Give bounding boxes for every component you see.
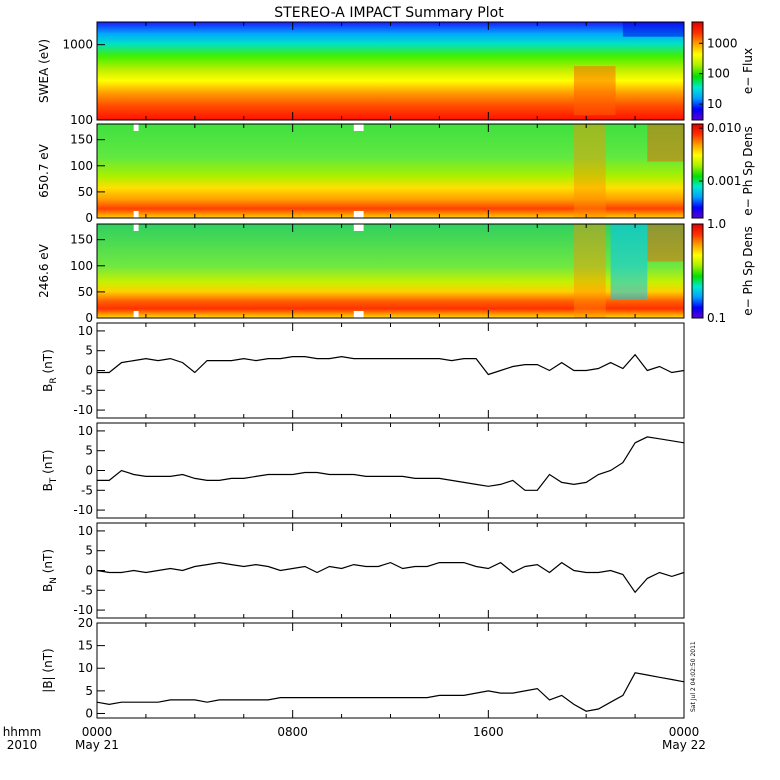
y-tick-label: 0 [85,706,93,720]
plot-area [97,423,684,518]
panel-2: 150 100 50 0 0.010 0.001 e− Ph Sp Dens 650.7 eV [37,121,755,225]
colorbar-label: e− Flux [741,48,755,94]
data-gap [133,124,139,131]
spectrogram-feature [647,224,684,262]
series-line [96,561,685,594]
plot-area [97,523,684,618]
x-tick-label: 1600 [473,725,504,739]
colorbar-tick-label: 0.010 [707,121,741,135]
plot-area [97,323,684,418]
y-tick-label: 10 [78,324,93,338]
y-tick-label: 5 [85,684,93,698]
colorbar-tick-label: 1.0 [707,217,726,231]
plot-title: STEREO-A IMPACT Summary Plot [274,5,504,21]
y-tick-label: 15 [78,639,93,653]
spectrogram-feature [573,124,606,218]
y-axis-label: BT (nT) [41,450,59,492]
y-tick-label: 1000 [62,38,93,52]
x-date-label: May 21 [75,738,119,752]
y-tick-label: 50 [78,185,93,199]
y-tick-label: 0 [85,564,93,578]
y-tick-label: 10 [78,524,93,538]
series-line [96,672,685,712]
plot-area [97,623,684,718]
panel-3: 150 100 50 0 1.0 0.1 e− Ph Sp Dens 246.6 eV [37,217,755,325]
data-gap [353,211,364,218]
y-tick-label: 5 [85,544,93,558]
panel-1: 1000 100 1000 100 10 e− Flux SWEA (eV) [37,21,755,127]
y-tick-label: -10 [73,403,93,417]
y-tick-label: 0 [85,364,93,378]
spectrogram-feature [647,124,684,162]
colorbar-tick-label: 0.1 [707,311,726,325]
x-date-label: May 22 [662,738,706,752]
y-axis-label: BN (nT) [41,549,59,592]
y-tick-label: 100 [70,259,93,273]
y-tick-label: 100 [70,159,93,173]
y-tick-label: 5 [85,444,93,458]
y-tick-label: 5 [85,344,93,358]
y-axis-label: 650.7 eV [37,143,51,198]
y-tick-label: 150 [70,233,93,247]
colorbar-tick-label: 10 [707,97,722,111]
y-tick-label: 100 [70,113,93,127]
x-tick-label: hhmm [3,725,42,739]
data-gap [133,311,139,318]
data-gap [133,224,139,231]
y-axis-label: |B| (nT) [41,648,55,692]
data-gap [353,124,364,131]
series-line [97,436,685,491]
spectrogram-image [97,224,684,318]
spectrogram-feature [573,66,616,116]
panel-6: 10 5 0 -5 -10 BN (nT) [41,522,685,619]
y-tick-label: 10 [78,661,93,675]
colorbar [691,21,704,121]
y-tick-label: 0 [85,464,93,478]
y-tick-label: 10 [78,424,93,438]
x-tick-label: 0800 [277,725,308,739]
y-tick-label: -5 [81,483,93,497]
colorbar-tick-label: 0.001 [707,174,741,188]
time-axis: hhmm 0000 0800 1600 0000 2010 May 21 May 22 [3,725,706,752]
x-date-label: 2010 [7,738,38,752]
y-tick-label: 0 [85,211,93,225]
panel-5: 10 5 0 -5 -10 BT (nT) [41,422,685,519]
y-axis-label: BR (nT) [41,349,59,392]
colorbar-label: e− Ph Sp Dens [741,226,755,315]
y-tick-label: 0 [85,311,93,325]
colorbar-label: e− Ph Sp Dens [741,126,755,215]
series-line [97,353,685,376]
y-axis-label: 246.6 eV [37,243,51,298]
spectrogram-feature [610,224,648,300]
y-tick-label: 150 [70,133,93,147]
data-gap [133,211,139,218]
colorbar-tick-label: 100 [707,67,730,81]
spectrogram-image [97,124,684,218]
data-gap [353,224,364,231]
panel-7: 20 15 10 5 0 |B| (nT) [41,616,685,720]
y-tick-label: -5 [81,383,93,397]
panel-4: 10 5 0 -5 -10 BR (nT) [41,322,685,419]
spectrogram-feature [622,22,684,37]
colorbar [691,223,704,319]
data-gap [353,311,364,318]
timestamp-stamp: Sat Jul 2 04:02:50 2011 [690,641,697,712]
colorbar-tick-label: 1000 [707,36,738,50]
x-tick-label: 0000 [82,725,113,739]
y-tick-label: -5 [81,583,93,597]
x-tick-label: 0000 [669,725,700,739]
y-tick-label: 20 [78,616,93,630]
colorbar [691,123,704,219]
y-tick-label: -10 [73,503,93,517]
y-tick-label: -10 [73,603,93,617]
y-axis-label: SWEA (eV) [37,39,51,103]
y-tick-label: 50 [78,285,93,299]
spectrogram-feature [573,224,606,318]
